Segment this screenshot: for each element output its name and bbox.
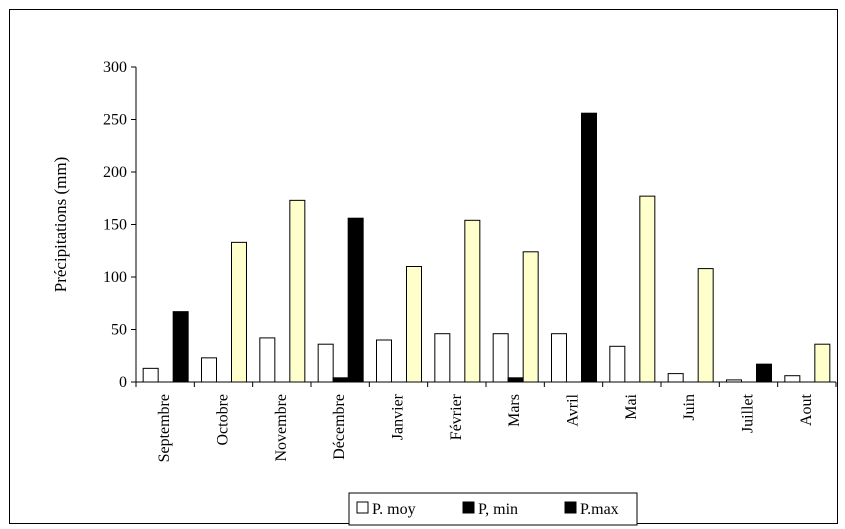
y-tick-label: 300 [103,59,127,76]
legend-label: P.max [580,501,619,518]
x-tick-label: Janvier [390,393,407,440]
bar [667,373,684,383]
x-tick-label: Avril [565,393,582,426]
bar [464,219,481,383]
bar [317,343,334,383]
bar [726,379,742,383]
bar [697,268,714,383]
x-tick-label: Octobre [215,394,232,446]
bar [522,251,539,383]
bar [406,266,422,383]
bar [551,333,567,383]
x-tick-label: Juillet [740,393,757,433]
y-tick-label: 200 [103,164,127,181]
bar [259,337,276,383]
legend-box [348,492,638,526]
legend-label: P, min [478,501,518,518]
legend-swatch [564,501,577,514]
bar [609,345,626,383]
bar [347,217,364,383]
x-tick-label: Février [448,393,465,440]
bar [507,377,524,383]
legend-label: P. moy [372,501,416,518]
legend: P. moy P, min P.max [348,492,638,526]
x-tick-label: Novembre [273,394,290,462]
bar [434,333,451,383]
bar [581,112,597,383]
bar [142,367,159,383]
x-tick-label: Septembre [156,394,173,462]
bar [332,377,349,383]
bar [639,195,656,383]
bar [172,311,189,383]
y-tick-label: 150 [103,217,127,234]
bar [492,333,509,383]
legend-swatch [462,501,475,514]
x-tick-label: Juin [681,394,698,421]
x-tick-label: Aout [798,393,815,426]
y-tick-label: 100 [103,269,127,286]
x-tick-label: Mai [623,393,640,419]
y-tick-label: 250 [103,112,127,129]
y-axis-title: Précipitations (mm) [51,157,70,293]
bar [289,199,306,383]
x-tick-label: Décembre [331,394,348,460]
bar [201,357,217,383]
bar [784,375,801,383]
bar [756,363,772,383]
bar [376,339,392,383]
chart-frame [9,9,838,524]
y-tick-label: 0 [119,374,127,391]
bar [814,343,831,383]
legend-swatch [356,501,369,514]
y-tick-label: 50 [111,322,127,339]
x-tick-label: Mars [506,394,523,427]
bar [231,241,247,383]
